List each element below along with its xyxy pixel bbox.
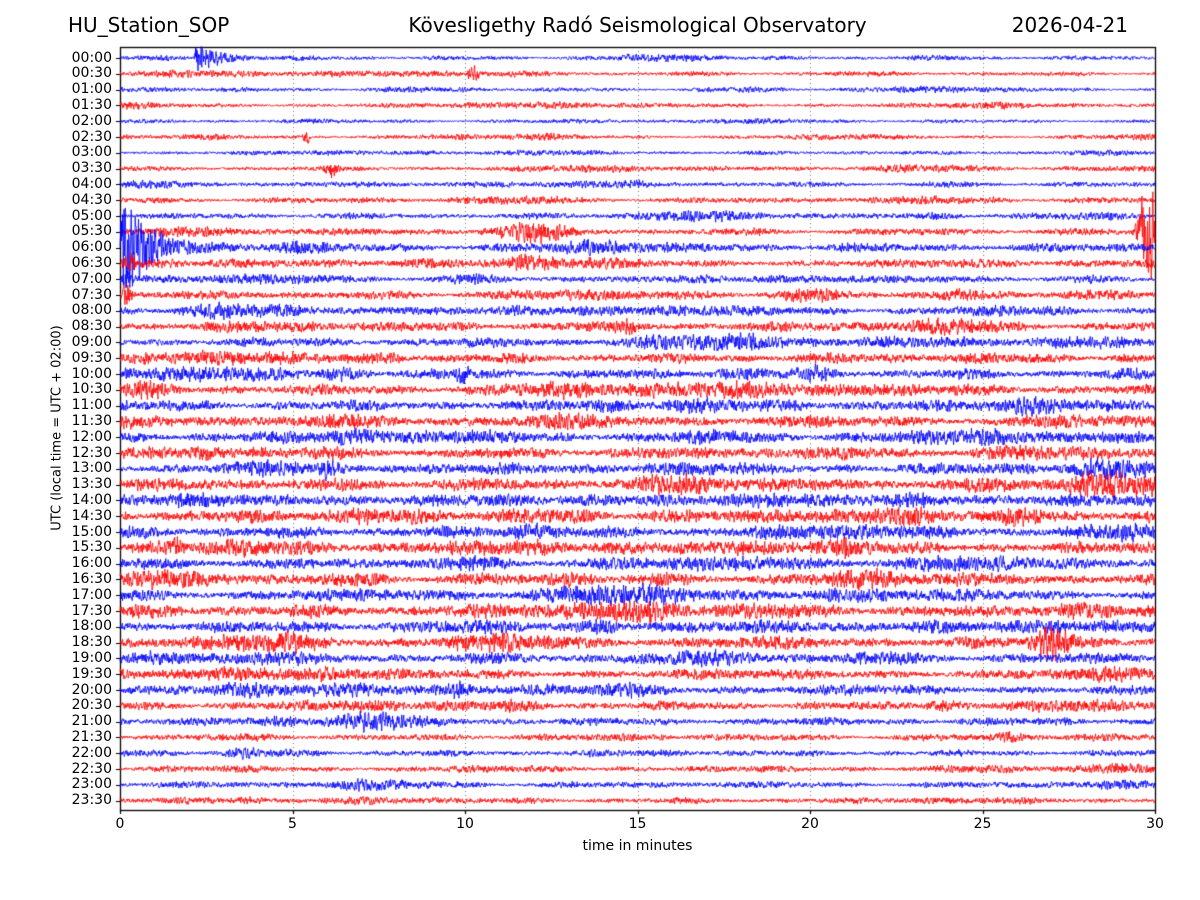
- y-tick-label: 11:30: [71, 412, 112, 429]
- y-tick-label: 01:30: [71, 96, 112, 113]
- x-axis-label: time in minutes: [582, 838, 693, 854]
- y-tick-label: 16:30: [71, 570, 112, 587]
- y-tick-label: 18:30: [71, 634, 112, 651]
- y-tick-label: 15:30: [71, 539, 112, 556]
- y-tick-label: 09:00: [71, 333, 112, 350]
- y-tick-label: 20:00: [71, 681, 112, 698]
- date-title: 2026-04-21: [1011, 13, 1128, 37]
- y-tick-label: 00:00: [71, 49, 112, 66]
- y-tick-label: 15:00: [71, 523, 112, 540]
- y-tick-label: 19:00: [71, 649, 112, 666]
- y-tick-label: 02:00: [71, 112, 112, 129]
- x-tick-label: 10: [456, 816, 474, 832]
- observatory-title: Kövesligethy Radó Seismological Observat…: [408, 13, 867, 37]
- y-tick-label: 04:30: [71, 191, 112, 208]
- y-tick-label: 07:00: [71, 270, 112, 287]
- y-tick-label: 03:00: [71, 144, 112, 161]
- y-tick-label: 00:30: [71, 65, 112, 82]
- y-tick-label: 13:00: [71, 460, 112, 477]
- y-tick-label: 18:00: [71, 618, 112, 635]
- y-tick-label: 19:30: [71, 665, 112, 682]
- y-tick-label: 23:00: [71, 776, 112, 793]
- y-tick-label: 03:30: [71, 160, 112, 177]
- y-tick-label: 17:30: [71, 602, 112, 619]
- y-tick-label: 05:30: [71, 223, 112, 240]
- y-tick-label: 21:30: [71, 728, 112, 745]
- x-tick-label: 30: [1146, 816, 1164, 832]
- y-tick-label: 07:30: [71, 286, 112, 303]
- y-tick-label: 23:30: [71, 792, 112, 809]
- y-tick-label: 12:30: [71, 444, 112, 461]
- y-tick-label: 10:30: [71, 381, 112, 398]
- y-tick-label: 13:30: [71, 476, 112, 493]
- x-tick-label: 20: [801, 816, 819, 832]
- x-tick-label: 0: [115, 816, 125, 832]
- y-tick-label: 17:00: [71, 586, 112, 603]
- x-tick-label: 25: [973, 816, 992, 832]
- y-tick-label: 09:30: [71, 349, 112, 366]
- x-tick-label: 5: [288, 816, 297, 832]
- y-tick-label: 10:00: [71, 365, 112, 382]
- y-tick-label: 06:00: [71, 239, 112, 256]
- y-tick-label: 21:00: [71, 713, 112, 730]
- y-tick-label: 16:00: [71, 555, 112, 572]
- y-tick-label: 14:00: [71, 491, 112, 508]
- y-tick-label: 05:00: [71, 207, 112, 224]
- y-tick-label: 06:30: [71, 254, 112, 271]
- y-tick-label: 01:00: [71, 81, 112, 98]
- y-tick-label: 11:00: [71, 397, 112, 414]
- y-tick-label: 22:00: [71, 744, 112, 761]
- y-tick-label: 22:30: [71, 760, 112, 777]
- y-tick-label: 08:00: [71, 302, 112, 319]
- y-tick-label: 12:00: [71, 428, 112, 445]
- y-tick-label: 14:30: [71, 507, 112, 524]
- y-tick-label: 08:30: [71, 318, 112, 335]
- station-title: HU_Station_SOP: [68, 13, 230, 37]
- y-tick-label: 20:30: [71, 697, 112, 714]
- y-tick-label: 04:00: [71, 175, 112, 192]
- x-tick-label: 15: [628, 816, 647, 832]
- y-tick-label: 02:30: [71, 128, 112, 145]
